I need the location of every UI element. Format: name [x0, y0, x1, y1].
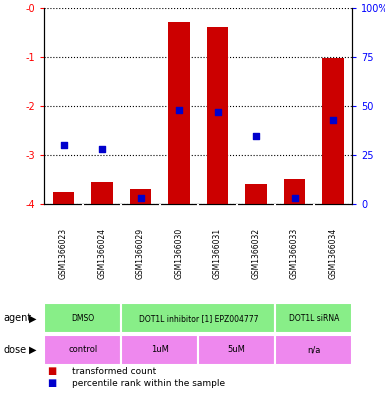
Text: GSM1366032: GSM1366032: [251, 228, 261, 279]
Point: [330, 117, 336, 123]
Bar: [207, 27, 228, 204]
Text: ▶: ▶: [29, 345, 37, 355]
Bar: [121, 303, 275, 333]
Bar: [121, 335, 198, 365]
Text: GSM1366024: GSM1366024: [97, 228, 107, 279]
Text: DOT1L siRNA: DOT1L siRNA: [289, 314, 339, 323]
Text: GSM1366031: GSM1366031: [213, 228, 222, 279]
Point: [176, 107, 182, 113]
Text: n/a: n/a: [307, 345, 320, 354]
Bar: [44, 335, 121, 365]
Text: GSM1366029: GSM1366029: [136, 228, 145, 279]
Text: GSM1366023: GSM1366023: [59, 228, 68, 279]
Text: GSM1366033: GSM1366033: [290, 228, 299, 279]
Text: 1uM: 1uM: [151, 345, 169, 354]
Text: transformed count: transformed count: [72, 367, 156, 376]
Bar: [44, 303, 121, 333]
Text: ■: ■: [47, 366, 57, 376]
Point: [60, 142, 67, 149]
Text: control: control: [68, 345, 97, 354]
Point: [137, 195, 144, 202]
Bar: [246, 184, 266, 204]
Text: GSM1366034: GSM1366034: [328, 228, 338, 279]
Bar: [53, 192, 74, 204]
Point: [99, 146, 105, 152]
Bar: [275, 335, 352, 365]
Text: agent: agent: [4, 313, 32, 323]
Text: ■: ■: [47, 378, 57, 388]
Text: DOT1L inhibitor [1] EPZ004777: DOT1L inhibitor [1] EPZ004777: [139, 314, 258, 323]
Bar: [130, 189, 151, 204]
Point: [253, 132, 259, 139]
Bar: [275, 303, 352, 333]
Text: DMSO: DMSO: [71, 314, 94, 323]
Bar: [323, 58, 344, 204]
Text: 5uM: 5uM: [228, 345, 246, 354]
Point: [214, 109, 221, 115]
Text: GSM1366030: GSM1366030: [174, 228, 184, 279]
Bar: [198, 335, 275, 365]
Bar: [284, 179, 305, 204]
Text: dose: dose: [4, 345, 27, 355]
Text: percentile rank within the sample: percentile rank within the sample: [72, 379, 225, 387]
Text: ▶: ▶: [29, 313, 37, 323]
Bar: [169, 22, 190, 204]
Point: [291, 195, 298, 202]
Bar: [92, 182, 113, 204]
